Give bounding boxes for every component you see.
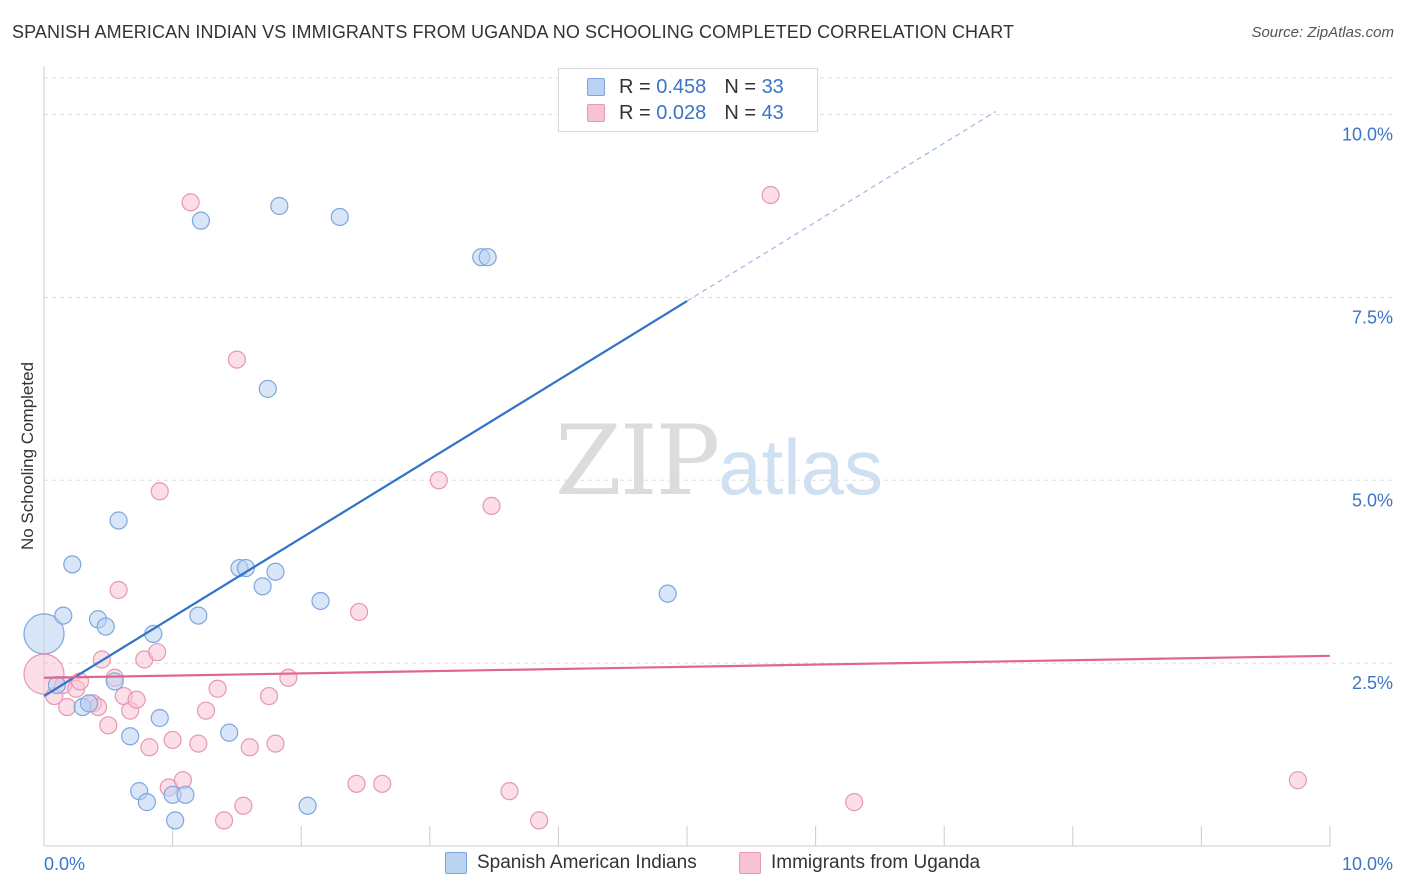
blue-point (63, 555, 82, 574)
pink-point (196, 701, 216, 720)
blue-point (79, 694, 99, 713)
pink-point (208, 679, 227, 698)
correlation-legend: R = 0.458 N = 33 R = 0.028 N = 43 (558, 68, 818, 132)
blue-point (311, 591, 330, 611)
legend-r-label: R = (619, 101, 651, 124)
blue-point (258, 379, 277, 398)
blue-point (137, 793, 156, 812)
legend-n-value: 43 (761, 101, 784, 124)
blue-point (109, 511, 128, 530)
chart-title: SPANISH AMERICAN INDIAN VS IMMIGRANTS FR… (12, 22, 1015, 42)
pink-point (70, 672, 90, 691)
blue-point (23, 613, 65, 655)
y-tick-label: 2.5% (1352, 673, 1393, 693)
pink-point (148, 643, 167, 662)
blue-point (220, 723, 239, 742)
pink-point (266, 734, 285, 753)
pink-point (429, 471, 448, 490)
blue-point (189, 606, 208, 625)
legend-n-label: N = (724, 101, 756, 124)
pink-point (1288, 771, 1307, 790)
blue-point (270, 196, 289, 216)
blue-point (330, 207, 349, 227)
series-legend-label: Immigrants from Uganda (771, 852, 981, 873)
watermark: ZIPatlas (555, 405, 883, 517)
pink-point (279, 668, 298, 687)
legend-row-pink: R = 0.028 N = 43 (587, 101, 784, 125)
pink-point (373, 774, 392, 793)
pink-point (482, 496, 501, 515)
legend-r-value: 0.458 (656, 75, 707, 98)
blue-point (150, 708, 169, 728)
pink-point (530, 811, 549, 830)
pink-point (99, 716, 118, 735)
y-tick-label: 5.0% (1352, 490, 1393, 510)
pink-point (349, 602, 369, 622)
pink-point (127, 690, 146, 709)
pink-point (214, 811, 234, 830)
pink-point (240, 738, 259, 757)
blue-point (166, 811, 185, 830)
pink-point (109, 580, 128, 600)
pink-point (845, 793, 864, 812)
blue-point (54, 606, 73, 625)
y-tick-label: 10.0% (1342, 125, 1393, 145)
legend-row-blue: R = 0.458 N = 33 (587, 75, 784, 99)
legend-r-value: 0.028 (656, 101, 707, 124)
pink-point (150, 482, 169, 501)
pink-point (163, 730, 182, 750)
blue-point (176, 785, 195, 804)
pink-point (347, 774, 366, 793)
blue-point (298, 796, 317, 815)
blue-point (253, 577, 272, 596)
blue-swatch (445, 852, 467, 874)
legend-r-label: R = (619, 75, 651, 98)
pink-point (189, 734, 208, 753)
source-label: Source: ZipAtlas.com (1251, 24, 1394, 41)
pink-point (259, 686, 279, 706)
blue-point (658, 584, 677, 603)
pink-point (234, 796, 253, 815)
watermark-zip: ZIP (555, 405, 720, 517)
blue-trend-line (43, 300, 688, 697)
blue-swatch (587, 78, 605, 96)
series-legend-label: Spanish American Indians (477, 852, 697, 873)
y-tick-label: 7.5% (1352, 307, 1393, 327)
y-axis-title: No Schooling Completed (18, 361, 37, 551)
pink-point (181, 193, 200, 212)
legend-n-value: 33 (761, 75, 784, 98)
blue-point (121, 727, 140, 746)
watermark-atlas: atlas (718, 423, 883, 511)
pink-swatch (739, 852, 761, 874)
blue-point (266, 562, 285, 581)
pink-point (58, 697, 77, 717)
legend-n-label: N = (724, 75, 756, 98)
blue-point (478, 248, 497, 267)
pink-swatch (587, 104, 605, 122)
series-legend-pink[interactable]: Immigrants from Uganda (739, 852, 980, 874)
blue-trend-extension (686, 110, 996, 302)
pink-point (761, 185, 780, 205)
blue-point (96, 617, 115, 636)
x-tick-label-min: 0.0% (44, 854, 85, 874)
x-tick-label-max: 10.0% (1342, 854, 1393, 874)
pink-point (227, 350, 246, 369)
blue-point (191, 211, 210, 230)
pink-trend-line (43, 654, 1331, 679)
pink-point (140, 738, 159, 757)
pink-point (500, 782, 519, 801)
series-legend-blue[interactable]: Spanish American Indians (445, 852, 697, 874)
